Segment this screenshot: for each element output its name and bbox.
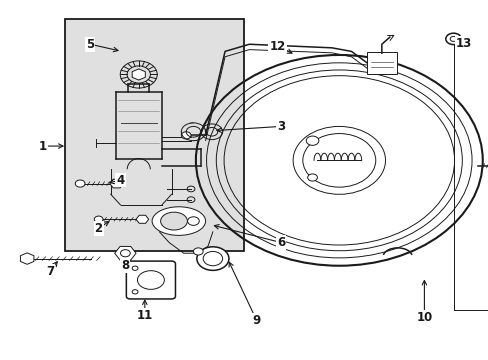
- Circle shape: [445, 33, 460, 45]
- Circle shape: [94, 216, 103, 222]
- Circle shape: [132, 266, 138, 270]
- Circle shape: [75, 180, 85, 187]
- Circle shape: [197, 247, 228, 270]
- Circle shape: [203, 251, 222, 266]
- Circle shape: [132, 290, 138, 294]
- Text: 12: 12: [269, 40, 285, 53]
- Circle shape: [181, 132, 191, 139]
- Text: 6: 6: [276, 236, 285, 249]
- Circle shape: [187, 217, 199, 225]
- Ellipse shape: [137, 271, 164, 289]
- Text: 4: 4: [116, 174, 124, 186]
- FancyBboxPatch shape: [366, 52, 396, 74]
- Text: 5: 5: [86, 38, 94, 51]
- FancyBboxPatch shape: [126, 261, 175, 299]
- Text: 10: 10: [415, 311, 432, 324]
- Circle shape: [193, 248, 203, 255]
- Text: 8: 8: [121, 259, 129, 272]
- Text: 1: 1: [39, 140, 47, 153]
- Ellipse shape: [152, 207, 205, 235]
- Circle shape: [120, 249, 130, 257]
- Ellipse shape: [160, 212, 187, 230]
- Text: 13: 13: [455, 37, 471, 50]
- Text: 2: 2: [94, 222, 102, 235]
- Circle shape: [305, 136, 318, 145]
- Text: 7: 7: [46, 265, 54, 278]
- Text: 11: 11: [137, 309, 153, 322]
- Circle shape: [307, 174, 317, 181]
- FancyBboxPatch shape: [64, 19, 244, 251]
- Text: 9: 9: [252, 314, 260, 327]
- Circle shape: [292, 126, 385, 194]
- Text: 3: 3: [276, 120, 285, 133]
